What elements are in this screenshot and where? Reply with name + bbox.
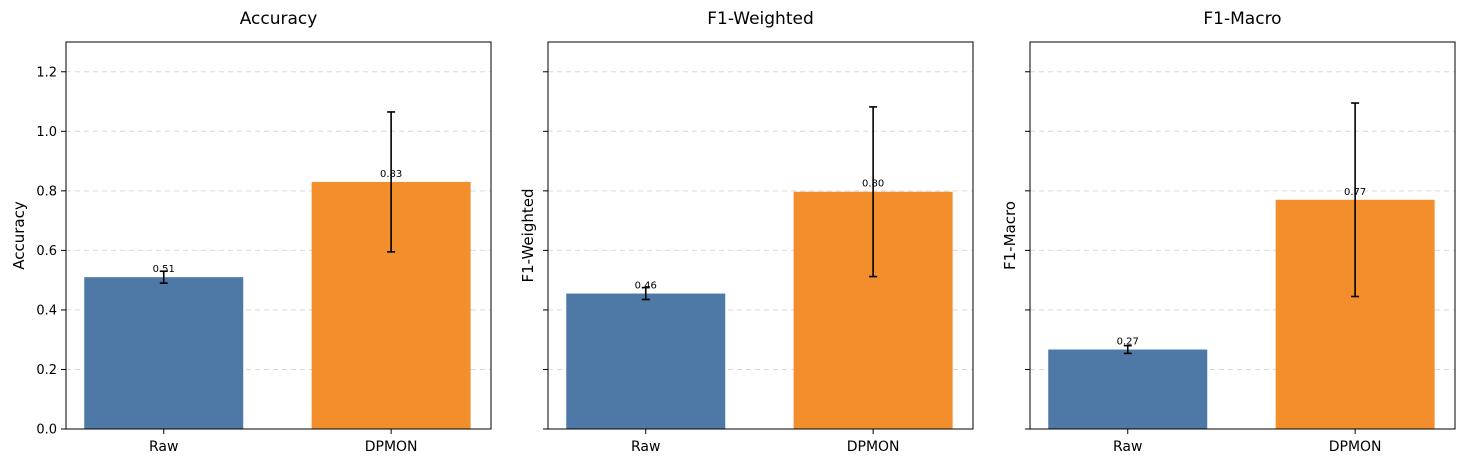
y-axis-label: F1-Weighted	[519, 189, 537, 283]
chart-title: F1-Macro	[1203, 9, 1281, 29]
bar-raw	[1048, 349, 1208, 429]
y-tick-label: 0.6	[36, 244, 57, 259]
y-tick-label: 0.0	[36, 423, 57, 438]
y-tick-label: 0.4	[36, 303, 57, 318]
y-tick-label: 1.2	[36, 65, 57, 80]
x-tick-label: Raw	[149, 439, 178, 455]
subplot-3: 0.27 Raw 0.77 DPMON F1-Macro F1-Macro	[1001, 9, 1456, 455]
value-label: 0.83	[380, 169, 402, 180]
axes-frame	[65, 41, 492, 430]
x-tick-label: DPMON	[1329, 439, 1382, 455]
value-label: 0.51	[153, 264, 175, 275]
bar-raw	[84, 277, 244, 429]
subplot-2: 0.46 Raw 0.80 DPMON F1-Weighted F1-Weighted	[519, 9, 974, 455]
axes-frame	[1029, 41, 1456, 430]
chart-title: F1-Weighted	[707, 9, 814, 29]
x-tick-label: DPMON	[365, 439, 418, 455]
y-tick-label: 0.8	[36, 184, 57, 199]
subplot-1: 0.0 0.2 0.4 0.6 0.8 1.0 1.2 0.51 Raw 0.83 DPMON Acc…	[10, 9, 492, 455]
axes-frame	[547, 41, 974, 430]
value-label: 0.27	[1117, 337, 1139, 348]
y-tick-label: 1.0	[36, 125, 57, 140]
value-label: 0.77	[1344, 187, 1366, 198]
x-tick-label: DPMON	[847, 439, 900, 455]
bar-raw	[566, 293, 726, 429]
x-tick-label: Raw	[1113, 439, 1142, 455]
value-label: 0.46	[635, 281, 657, 292]
chart-title: Accuracy	[240, 9, 318, 29]
y-axis-label: F1-Macro	[1001, 201, 1019, 270]
y-axis-label: Accuracy	[10, 201, 28, 270]
y-tick-label: 0.2	[36, 363, 57, 378]
x-tick-label: Raw	[631, 439, 660, 455]
value-label: 0.80	[862, 179, 884, 190]
